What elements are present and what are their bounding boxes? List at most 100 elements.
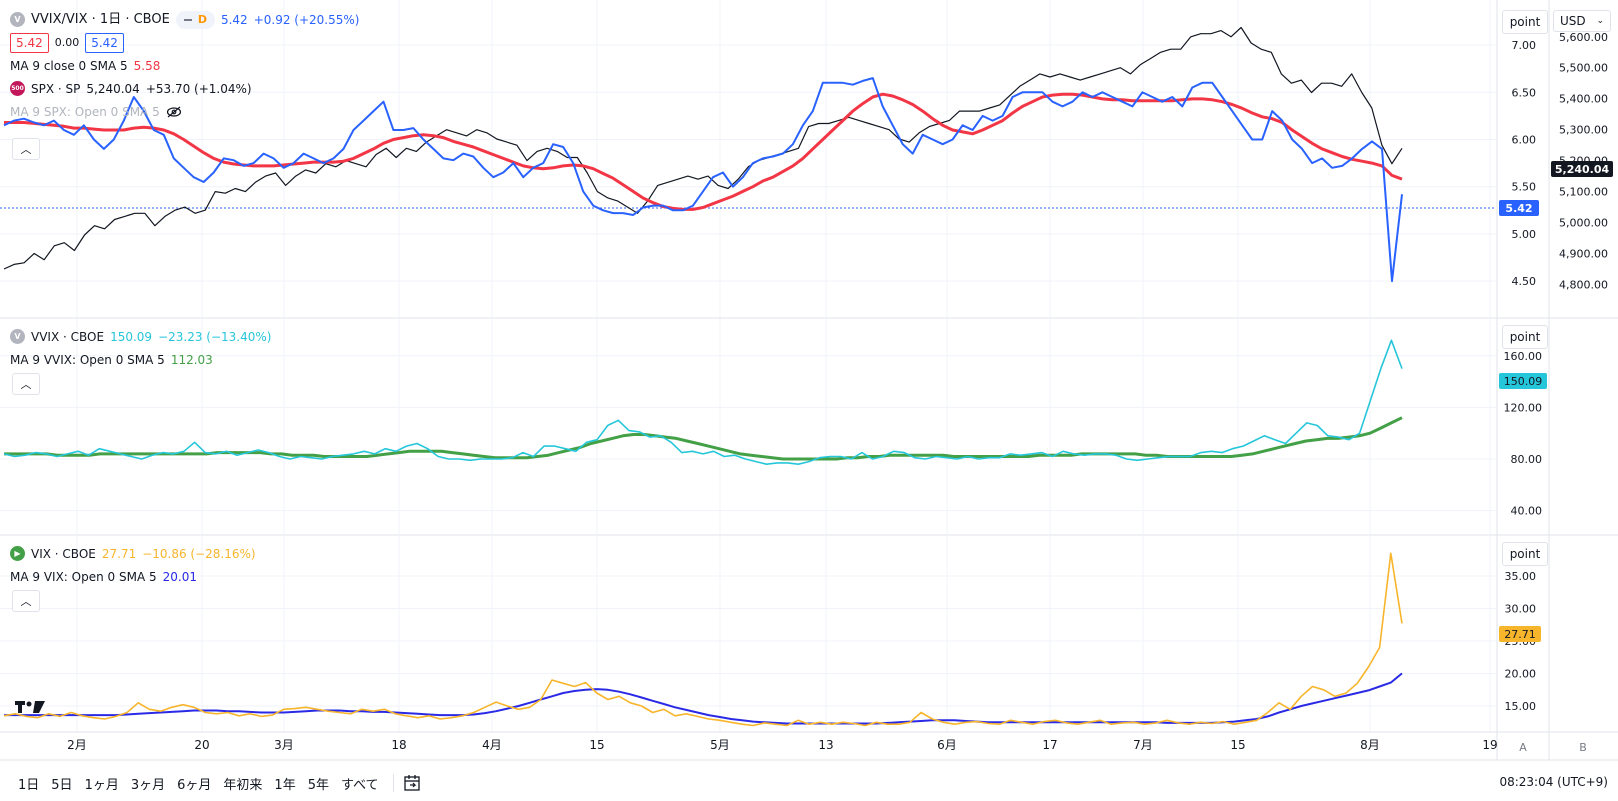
vvix-pane <box>0 318 1496 535</box>
vvix-title[interactable]: VVIX · CBOE <box>31 329 105 344</box>
spx-price-tag: 5,240.04 <box>1551 161 1613 177</box>
tradingview-logo-icon[interactable] <box>15 701 45 713</box>
time-label: 17 <box>1042 738 1057 752</box>
date-range-icon[interactable] <box>402 773 422 793</box>
vvix-change: −23.23 (−13.40%) <box>158 329 272 344</box>
range-button[interactable]: 1ヶ月 <box>84 777 119 793</box>
price-tick: 7.00 <box>1512 39 1537 52</box>
time-label: 8月 <box>1360 738 1380 752</box>
market-status-pill[interactable]: D <box>175 10 215 29</box>
vix-line[interactable] <box>3 552 1403 727</box>
price-change: +0.92 (+20.55%) <box>253 12 360 27</box>
symbol-title[interactable]: VVIX/VIX · 1日 · CBOE <box>31 11 170 27</box>
time-label: 2月 <box>67 738 87 752</box>
price-tick: 30.00 <box>1505 603 1537 616</box>
price-tick: 5,100.00 <box>1559 186 1608 199</box>
range-button[interactable]: 3ヶ月 <box>130 777 166 793</box>
spx-price-tag-text: 5,240.04 <box>1555 163 1610 176</box>
spread-value: 0.00 <box>54 35 80 49</box>
bid-button[interactable]: 5.42 <box>10 32 49 53</box>
vvix-ma-value: 112.03 <box>170 352 213 367</box>
vix-price-tag-text: 27.71 <box>1504 628 1536 641</box>
range-button[interactable]: 1年 <box>274 777 296 793</box>
price-tick: 6.00 <box>1512 133 1537 146</box>
last-price: 5.42 <box>220 12 248 27</box>
chevron-down-icon: ⌄ <box>1596 16 1604 26</box>
vix-ma-value: 20.01 <box>162 569 197 584</box>
spx-price-axis[interactable]: 5,600.005,500.005,400.005,300.005,200.00… <box>1559 31 1608 292</box>
vix-scale-button[interactable]: point <box>1502 542 1548 566</box>
price-tick: 5,600.00 <box>1559 31 1608 44</box>
range-button[interactable]: 6ヶ月 <box>177 777 212 793</box>
delayed-badge: D <box>197 12 207 26</box>
spx-ma-label[interactable]: MA 9 SPX: Open 0 SMA 5 <box>10 104 160 119</box>
vix-pane <box>0 535 1496 732</box>
vvix-scale-button[interactable]: point <box>1502 325 1548 349</box>
vvix-price-axis[interactable]: 160.00 120.00 80.00 40.00 <box>1504 350 1543 518</box>
vix-ma-line[interactable] <box>4 672 1403 725</box>
time-label: 7月 <box>1133 738 1153 752</box>
vvix-ma-line[interactable] <box>4 416 1403 461</box>
ratio-scale-button[interactable]: point <box>1502 10 1548 34</box>
toolbar-divider <box>392 774 394 792</box>
time-label: 4月 <box>482 738 502 752</box>
price-tick: 80.00 <box>1511 453 1543 466</box>
spx-line[interactable] <box>3 26 1403 270</box>
ratio-pane <box>0 0 1496 318</box>
chevron-up-icon: ︿ <box>20 143 32 156</box>
ratio-price-tag-text: 5.42 <box>1505 202 1532 215</box>
spx-title[interactable]: SPX · SP <box>31 81 81 96</box>
axis-b-label[interactable]: B <box>1579 741 1587 754</box>
vix-logo-icon: ▶ <box>10 546 25 561</box>
range-button[interactable]: 1日 <box>18 777 40 793</box>
ask-button[interactable]: 5.42 <box>85 32 124 53</box>
collapse-legend-button[interactable]: ︿ <box>12 138 40 160</box>
axis-a-label[interactable]: A <box>1519 741 1527 754</box>
eye-off-icon[interactable] <box>166 106 182 118</box>
range-button[interactable]: 5日 <box>51 777 73 793</box>
range-button[interactable]: すべて <box>340 777 379 793</box>
market-status-icon <box>183 18 192 21</box>
vvix-legend: V VVIX · CBOE 150.09 −23.23 (−13.40%) MA… <box>10 325 271 371</box>
time-label: 5月 <box>710 738 730 752</box>
vvix-price-tag: 150.09 <box>1499 373 1547 389</box>
vix-title[interactable]: VIX · CBOE <box>31 546 96 561</box>
time-label: 19 <box>1482 738 1497 752</box>
collapse-legend-button[interactable]: ︿ <box>12 590 40 612</box>
time-label: 15 <box>589 738 604 752</box>
price-tick: 5,300.00 <box>1559 124 1608 137</box>
vvix-price-tag-text: 150.09 <box>1504 375 1543 388</box>
price-tick: 35.00 <box>1505 570 1537 583</box>
chart-canvas[interactable]: 2月 20 3月 18 4月 15 5月 13 6月 17 7月 15 8月 19 A B 7.00 6.5… <box>0 0 1618 765</box>
currency-select[interactable]: USD ⌄ <box>1553 10 1611 32</box>
collapse-legend-button[interactable]: ︿ <box>12 373 40 395</box>
ma-indicator-label[interactable]: MA 9 close 0 SMA 5 <box>10 58 128 73</box>
vvix-line[interactable] <box>3 339 1403 465</box>
price-tick: 5.50 <box>1512 181 1537 194</box>
ratio-price-axis[interactable]: 7.00 6.50 6.00 5.50 5.00 4.50 <box>1512 39 1537 288</box>
range-button[interactable]: 5年 <box>307 777 329 793</box>
vix-legend: ▶ VIX · CBOE 27.71 −10.86 (−28.16%) MA 9… <box>10 542 256 588</box>
time-label: 6月 <box>937 738 957 752</box>
price-tick: 120.00 <box>1504 401 1543 414</box>
range-button[interactable]: 年初来 <box>223 777 263 793</box>
vvix-price: 150.09 <box>110 329 153 344</box>
time-axis[interactable]: 2月 20 3月 18 4月 15 5月 13 6月 17 7月 15 8月 19 <box>67 738 1497 752</box>
price-tick: 5,500.00 <box>1559 62 1608 75</box>
range-toolbar: 1日 5日 1ヶ月 3ヶ月 6ヶ月 年初来 1年 5年 すべて <box>0 765 1618 801</box>
clock-timezone[interactable]: 08:23:04 (UTC+9) <box>1499 775 1608 789</box>
price-tick: 5,400.00 <box>1559 93 1608 106</box>
ratio-ma-line[interactable] <box>4 92 1403 211</box>
ratio-price-tag: 5.42 <box>1499 200 1539 216</box>
ratio-line[interactable] <box>3 77 1403 283</box>
spx-change: +53.70 (+1.04%) <box>145 81 252 96</box>
time-label: 3月 <box>274 738 294 752</box>
vvix-logo-icon: V <box>10 329 25 344</box>
vix-change: −10.86 (−28.16%) <box>142 546 256 561</box>
vvix-ma-label[interactable]: MA 9 VVIX: Open 0 SMA 5 <box>10 352 165 367</box>
time-label: 15 <box>1230 738 1245 752</box>
vix-ma-label[interactable]: MA 9 VIX: Open 0 SMA 5 <box>10 569 157 584</box>
price-tick: 5.00 <box>1512 228 1537 241</box>
